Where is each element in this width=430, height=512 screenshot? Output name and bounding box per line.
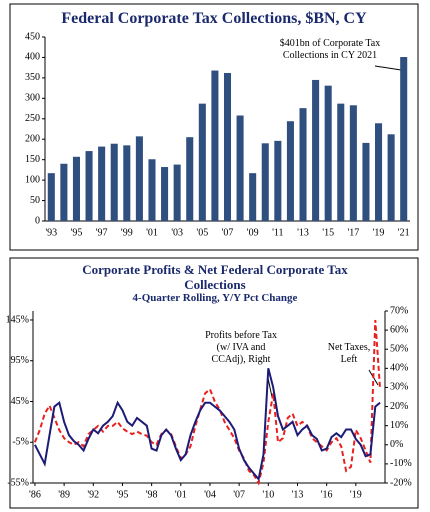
legend-label: Profits before Tax (w/ IVA and CCAdj), R… bbox=[205, 330, 277, 365]
y-tick-label: 95% bbox=[11, 355, 29, 366]
x-tick-label: '86 bbox=[29, 489, 41, 500]
x-tick-label: '05 bbox=[196, 227, 208, 238]
x-tick-label: '07 bbox=[233, 489, 245, 500]
bar bbox=[249, 173, 257, 221]
x-tick-label: '92 bbox=[87, 489, 99, 500]
bar bbox=[60, 163, 68, 221]
y-tick-label: 50 bbox=[30, 195, 40, 206]
bar bbox=[47, 173, 55, 221]
bar bbox=[236, 115, 244, 221]
x-tick-label: '89 bbox=[58, 489, 70, 500]
bar bbox=[223, 72, 232, 221]
bar bbox=[274, 140, 282, 221]
y2-tick-label: 20% bbox=[390, 401, 408, 412]
bar bbox=[186, 137, 194, 221]
bar bbox=[286, 121, 294, 221]
y-tick-label: 0 bbox=[35, 215, 40, 226]
bar bbox=[135, 136, 143, 221]
bar bbox=[198, 103, 206, 221]
y2-tick-label: 70% bbox=[390, 305, 408, 316]
bar bbox=[387, 134, 395, 221]
x-tick-label: '01 bbox=[175, 489, 187, 500]
x-tick-label: '13 bbox=[297, 227, 309, 238]
y2-tick-label: 40% bbox=[390, 363, 408, 374]
bar bbox=[72, 156, 80, 221]
x-tick-label: '07 bbox=[222, 227, 234, 238]
x-tick-label: '16 bbox=[321, 489, 333, 500]
y-tick-label: 200 bbox=[25, 134, 40, 145]
x-tick-label: '10 bbox=[262, 489, 274, 500]
x-tick-label: '19 bbox=[350, 489, 362, 500]
y-tick-label: 400 bbox=[25, 52, 40, 63]
x-tick-label: '04 bbox=[204, 489, 216, 500]
y-tick-label: 300 bbox=[25, 93, 40, 104]
bar bbox=[349, 105, 357, 221]
bar bbox=[312, 79, 320, 221]
x-tick-label: '01 bbox=[146, 227, 158, 238]
bar bbox=[299, 108, 307, 221]
y-tick-label: 100 bbox=[25, 174, 40, 185]
y-tick-label: 150 bbox=[25, 154, 40, 165]
chart-subtitle: 4-Quarter Rolling, Y/Y Pct Change bbox=[132, 292, 298, 304]
bar bbox=[375, 123, 383, 221]
annotation-arrow bbox=[374, 65, 402, 71]
y-tick-label: 250 bbox=[25, 113, 40, 124]
x-tick-label: '19 bbox=[373, 227, 385, 238]
y-tick-label: -5% bbox=[12, 437, 29, 448]
bar bbox=[324, 85, 332, 221]
bar bbox=[161, 167, 169, 221]
x-tick-label: '98 bbox=[146, 489, 158, 500]
chart-frame bbox=[9, 257, 419, 509]
x-tick-label: '11 bbox=[272, 227, 283, 238]
x-tick-label: '13 bbox=[292, 489, 304, 500]
y2-tick-label: 30% bbox=[390, 382, 408, 393]
x-tick-label: '21 bbox=[398, 227, 410, 238]
x-tick-label: '17 bbox=[347, 227, 359, 238]
bar bbox=[400, 57, 408, 222]
chart-title: Corporate Profits & Net Federal Corporat… bbox=[82, 262, 348, 292]
bar bbox=[98, 146, 106, 221]
x-tick-label: '03 bbox=[171, 227, 183, 238]
bar bbox=[261, 143, 269, 221]
x-tick-label: '09 bbox=[247, 227, 259, 238]
x-tick-label: '95 bbox=[71, 227, 83, 238]
bar bbox=[362, 142, 370, 221]
y-tick-label: 145% bbox=[6, 314, 29, 325]
bar bbox=[148, 159, 156, 221]
bar bbox=[123, 145, 131, 221]
y2-tick-label: 60% bbox=[390, 324, 408, 335]
y2-tick-label: 10% bbox=[390, 420, 408, 431]
y2-tick-label: -20% bbox=[390, 477, 412, 488]
series-line bbox=[33, 319, 382, 486]
bar bbox=[110, 143, 118, 221]
chart-frame bbox=[9, 3, 419, 251]
chart-title: Federal Corporate Tax Collections, $BN, … bbox=[61, 10, 367, 27]
y2-tick-label: 50% bbox=[390, 344, 408, 355]
x-tick-label: '99 bbox=[121, 227, 133, 238]
x-tick-label: '97 bbox=[96, 227, 108, 238]
y-tick-label: 350 bbox=[25, 72, 40, 83]
y-tick-label: -55% bbox=[7, 477, 29, 488]
y-tick-label: 450 bbox=[25, 31, 40, 42]
annotation: $401bn of Corporate Tax Collections in C… bbox=[279, 38, 381, 61]
y-tick-label: 45% bbox=[11, 396, 29, 407]
bar bbox=[85, 151, 93, 221]
bar bbox=[337, 103, 345, 221]
bar bbox=[173, 164, 181, 221]
series-line bbox=[34, 368, 381, 482]
legend-label: Net Taxes, Left bbox=[327, 342, 371, 365]
x-tick-label: '93 bbox=[45, 227, 57, 238]
y2-tick-label: -10% bbox=[390, 458, 412, 469]
x-tick-label: '15 bbox=[322, 227, 334, 238]
x-tick-label: '95 bbox=[117, 489, 129, 500]
bar bbox=[211, 70, 219, 221]
y2-tick-label: 0% bbox=[390, 439, 403, 450]
annotation-arrow bbox=[267, 377, 273, 398]
